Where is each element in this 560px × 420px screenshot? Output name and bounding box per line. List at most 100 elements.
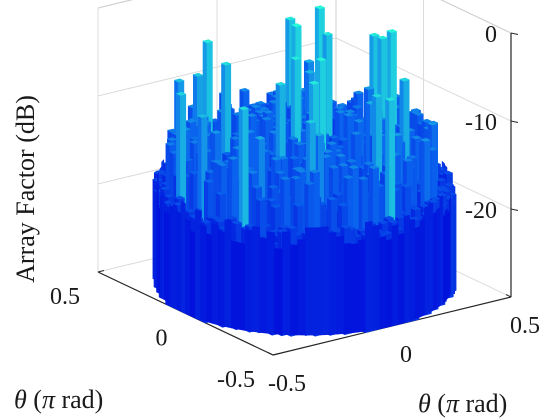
- surface-peak: [378, 220, 389, 225]
- surface-wall: [281, 231, 291, 336]
- surface-peak: [314, 5, 325, 10]
- surface-wall: [218, 230, 226, 327]
- surface-wall: [403, 214, 410, 324]
- surface-wall: [414, 226, 421, 320]
- x-tick-label: -0.5: [217, 367, 255, 393]
- surface-wall: [180, 201, 186, 314]
- surface-peak: [338, 137, 349, 141]
- surface-wall: [237, 242, 246, 331]
- surface-peak: [383, 215, 394, 220]
- surface-peak: [290, 56, 301, 61]
- surface-wall: [252, 226, 261, 333]
- surface-peak: [420, 138, 431, 142]
- surface-peak: [401, 183, 412, 188]
- surface-peak: [296, 169, 307, 173]
- surface-peak: [176, 91, 187, 96]
- y-tick-label: -0.5: [268, 371, 306, 397]
- surface-wall: [442, 214, 446, 304]
- surface-peak: [202, 39, 213, 44]
- z-tick-mark: [510, 32, 519, 35]
- surface-peak: [337, 103, 348, 107]
- surface-wall: [289, 244, 298, 336]
- surface-peak: [294, 141, 305, 146]
- surface-wall: [169, 204, 174, 308]
- surface-peak: [332, 191, 343, 196]
- surface-peak: [387, 219, 398, 224]
- surface-peak: [210, 215, 221, 220]
- surface-wall: [328, 232, 337, 335]
- surface-peak: [278, 224, 289, 229]
- surface-peak: [290, 175, 302, 180]
- surface-peak: [377, 35, 388, 40]
- surface-peak: [280, 176, 291, 181]
- surface-wall: [274, 248, 283, 335]
- surface-wall: [297, 239, 306, 336]
- surface-peak: [411, 135, 422, 140]
- y-tick-mark: [505, 294, 512, 298]
- surface-peak: [338, 162, 349, 167]
- surface-wall: [173, 204, 178, 310]
- surface-peak: [331, 228, 342, 233]
- box-edge: [440, 0, 512, 34]
- surface-peak: [217, 162, 228, 167]
- x-axis-label-pi: π: [42, 385, 56, 414]
- surface-peak: [328, 165, 339, 169]
- surface-wall: [371, 224, 380, 331]
- surface-wall: [385, 239, 393, 328]
- surface-wall: [185, 218, 191, 316]
- surface-wall: [164, 210, 168, 303]
- surface-peak: [402, 158, 413, 162]
- surface-peak: [344, 109, 355, 114]
- surface-wall: [266, 231, 275, 335]
- surface-peak: [304, 181, 315, 186]
- surface-wall: [312, 227, 322, 336]
- surface-peak: [305, 119, 316, 124]
- surface-peak: [174, 78, 185, 83]
- surface-peak: [419, 203, 430, 208]
- surface-peak: [304, 69, 315, 74]
- z-tick-label: -20: [465, 198, 497, 224]
- z-axis-label: Array Factor (dB): [11, 95, 40, 283]
- surface-peak: [328, 135, 339, 139]
- surface-peak: [335, 109, 346, 114]
- x-axis-label-rest: rad): [55, 385, 103, 414]
- surface-peak: [407, 155, 418, 159]
- surface-peak: [226, 216, 237, 220]
- surface-peak: [303, 59, 315, 64]
- surface-peak: [335, 153, 346, 158]
- surface-peak: [368, 165, 379, 169]
- y-tick-mark: [267, 352, 274, 356]
- surface-peak: [271, 156, 282, 161]
- x-axis-label-symbol: θ: [14, 385, 27, 414]
- surface-wall: [378, 236, 387, 330]
- surface-peak: [228, 156, 239, 160]
- surface-peak: [287, 136, 299, 141]
- surface-peak: [186, 119, 197, 123]
- surface-peak: [289, 155, 300, 160]
- x-axis-label: θ (π rad): [14, 385, 103, 414]
- surface-peak: [255, 197, 267, 202]
- surface-wall: [397, 233, 405, 325]
- surface-peak: [428, 199, 439, 204]
- surface-peak: [270, 204, 281, 208]
- surface-wall: [428, 202, 434, 314]
- surface-wall: [424, 205, 430, 316]
- surface-peak: [399, 77, 410, 82]
- surface-peak: [167, 128, 178, 133]
- y-tick-label: 0.5: [510, 313, 540, 339]
- surface-peak: [255, 101, 266, 105]
- surface-peak: [358, 176, 369, 181]
- surface-wall: [320, 226, 329, 336]
- surface-peak: [326, 141, 337, 145]
- x-tick-mark: [272, 353, 280, 356]
- surface-peak: [343, 175, 354, 179]
- surface-peak: [346, 159, 357, 163]
- x-axis-label-unit: (: [27, 385, 42, 414]
- surface-peak: [353, 118, 365, 123]
- surface-peak: [421, 118, 432, 123]
- surface-peak: [436, 192, 447, 197]
- surface-peak: [427, 121, 438, 126]
- surface-peak: [266, 197, 277, 202]
- surface-wall: [444, 208, 448, 302]
- surface-peak: [221, 61, 232, 66]
